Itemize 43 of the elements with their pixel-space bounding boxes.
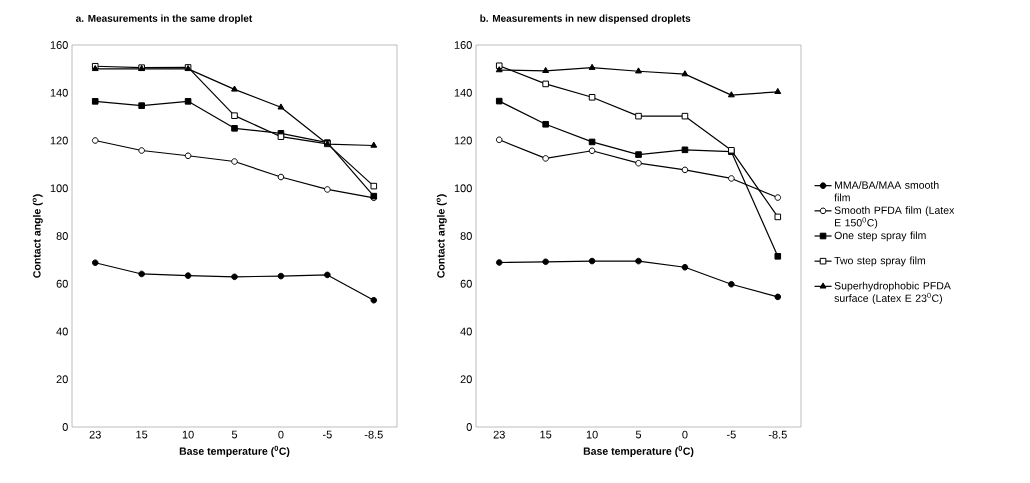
x-tick-label: 23 [89, 430, 101, 439]
y-tick-label: 20 [56, 375, 68, 384]
x-tick-label: 23 [493, 430, 505, 439]
y-tick-label: 40 [56, 327, 68, 336]
y-tick-label: 40 [460, 327, 472, 336]
legend-label: Smooth PFDA film (Latex E 150$^{0}$C) [834, 206, 955, 229]
y-tick-label: 0 [466, 423, 472, 431]
y-tick-label: 120 [454, 136, 472, 145]
y-tick-label: 140 [454, 88, 472, 97]
chart-title: a. Measurements in the same droplet [76, 14, 253, 24]
y-tick-label: 100 [50, 184, 68, 193]
y-tick-label: 60 [56, 279, 68, 288]
y-tick-label: 80 [56, 232, 68, 240]
legend-label: MMA/BA/MAA smooth film [834, 181, 939, 202]
y-tick-label: 140 [50, 88, 68, 97]
chart-title: b. Measurements in new dispensed droplets [480, 14, 691, 24]
y-tick-label: 80 [460, 232, 472, 240]
x-tick-label: -5 [726, 430, 736, 439]
legend-label: Two step spray film [834, 256, 926, 267]
x-tick-label: 15 [540, 430, 552, 439]
y-tick-label: 100 [454, 184, 472, 193]
y-tick-label: 160 [50, 41, 68, 49]
legend-label: Superhydrophobic PFDA surface (Latex E 23$^{0}$C) [834, 281, 951, 305]
y-tick-label: 0 [62, 423, 68, 431]
x-tick-label: 15 [136, 430, 148, 439]
x-tick-label: 0 [278, 430, 284, 439]
y-axis-title: Contact angle ($^{o}$) [32, 194, 43, 278]
x-tick-label: -8.5 [768, 430, 787, 439]
y-tick-label: 160 [454, 41, 472, 49]
x-tick-label: -5 [322, 430, 332, 439]
x-axis-title: Base temperature ($^{0}$C) [179, 445, 290, 457]
y-axis-title: Contact angle ($^{o}$) [436, 194, 447, 278]
y-tick-label: 120 [50, 136, 68, 145]
x-tick-label: -8.5 [364, 430, 383, 439]
x-tick-label: 5 [231, 430, 238, 439]
y-tick-label: 60 [460, 279, 472, 288]
x-tick-label: 10 [182, 430, 194, 439]
x-tick-label: 0 [682, 430, 688, 439]
x-tick-label: 10 [586, 430, 598, 439]
y-tick-label: 20 [460, 375, 472, 384]
legend-label: One step spray film [834, 231, 926, 242]
x-axis-title: Base temperature ($^{0}$C) [583, 445, 694, 457]
x-tick-label: 5 [635, 430, 642, 439]
